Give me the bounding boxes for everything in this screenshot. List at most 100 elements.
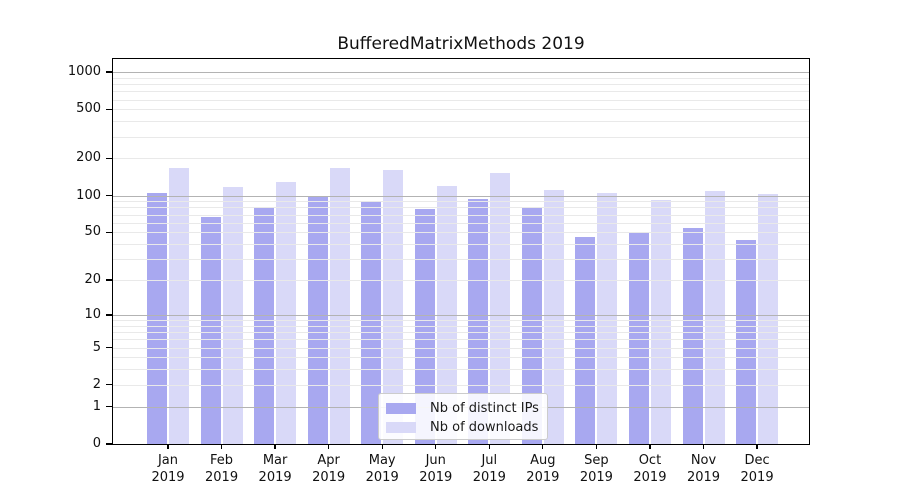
minor-gridline <box>113 201 809 203</box>
minor-gridline <box>113 214 809 216</box>
chart-title: BufferedMatrixMethods 2019 <box>337 34 585 54</box>
legend-label-downloads: Nb of downloads <box>430 419 539 435</box>
x-axis-tick-label: May 2019 <box>365 453 399 485</box>
bar-distinct-ips-may <box>361 201 382 444</box>
bar-distinct-ips-feb <box>200 216 221 444</box>
x-tick-mark <box>702 444 705 449</box>
minor-gridline <box>113 357 809 359</box>
y-tick-mark <box>106 108 113 110</box>
bar-distinct-ips-sep <box>575 236 596 444</box>
y-tick-mark <box>106 279 113 281</box>
y-tick-mark <box>106 314 113 316</box>
legend-swatch-downloads <box>386 422 416 433</box>
bar-distinct-ips-jul <box>468 198 489 444</box>
y-tick-mark <box>106 443 113 445</box>
minor-gridline <box>113 207 809 209</box>
minor-gridline <box>113 158 809 160</box>
minor-gridline <box>113 91 809 93</box>
x-tick-mark <box>274 444 276 449</box>
x-tick-mark <box>220 444 223 449</box>
bar-distinct-ips-dec <box>736 240 757 444</box>
x-axis-tick-label: Feb 2019 <box>205 453 239 485</box>
plot-area <box>113 59 809 444</box>
bar-distinct-ips-oct <box>628 232 649 444</box>
bar-downloads-jan <box>169 168 189 444</box>
minor-gridline <box>113 84 809 85</box>
major-gridline <box>113 72 809 73</box>
x-axis-tick-label: Oct 2019 <box>633 453 667 485</box>
minor-gridline <box>113 109 809 111</box>
x-tick-mark <box>595 444 598 449</box>
y-tick-mark <box>106 346 113 349</box>
minor-gridline <box>113 280 809 282</box>
y-axis-tick-label: 50 <box>84 224 101 240</box>
x-axis-tick-label: Aug 2019 <box>526 453 560 485</box>
minor-gridline <box>113 332 809 333</box>
y-axis-tick-label: 20 <box>84 272 101 288</box>
y-tick-mark <box>106 384 113 386</box>
minor-gridline <box>113 232 809 234</box>
x-tick-mark <box>167 444 169 449</box>
bar-downloads-nov <box>704 191 725 444</box>
minor-gridline <box>113 121 809 123</box>
legend-item-downloads: Nb of downloads <box>386 418 547 437</box>
x-axis-tick-label: Sep 2019 <box>579 453 613 485</box>
x-tick-mark <box>542 444 544 449</box>
minor-gridline <box>113 320 809 321</box>
bar-downloads-oct <box>650 199 671 444</box>
x-axis-tick-label: Jan 2019 <box>151 453 185 485</box>
x-tick-mark <box>328 444 330 449</box>
legend-label-distinct-ips: Nb of distinct IPs <box>430 400 539 416</box>
y-axis-tick-label: 200 <box>76 150 101 166</box>
minor-gridline <box>113 222 809 224</box>
x-tick-mark <box>488 444 490 449</box>
bar-downloads-mar <box>276 181 297 444</box>
y-axis-tick-label: 10 <box>84 306 101 322</box>
minor-gridline <box>113 339 809 341</box>
x-tick-mark <box>381 444 383 449</box>
minor-gridline <box>113 136 809 138</box>
y-tick-mark <box>106 71 113 73</box>
y-axis-tick-label: 0 <box>92 436 101 451</box>
major-gridline <box>113 195 809 197</box>
x-axis-tick-label: Apr 2019 <box>312 453 346 485</box>
y-tick-mark <box>106 231 113 233</box>
y-tick-mark <box>106 194 113 197</box>
major-gridline <box>113 314 809 316</box>
bar-distinct-ips-nov <box>682 228 703 444</box>
bar-downloads-sep <box>597 193 618 444</box>
minor-gridline <box>113 77 809 79</box>
x-axis-tick-label: Jul 2019 <box>472 453 506 485</box>
y-axis-tick-label: 500 <box>76 101 101 117</box>
x-axis-tick-label: Dec 2019 <box>740 453 774 485</box>
legend-swatch-distinct-ips <box>386 403 416 414</box>
y-axis-tick-label: 5 <box>92 339 101 355</box>
minor-gridline <box>113 325 809 327</box>
bar-downloads-aug <box>543 189 564 444</box>
bar-distinct-ips-jan <box>147 192 167 444</box>
y-axis-tick-label: 1000 <box>67 64 101 79</box>
x-axis-tick-label: Nov 2019 <box>686 453 721 485</box>
bar-downloads-jul <box>490 173 511 444</box>
minor-gridline <box>113 259 809 261</box>
minor-gridline <box>113 384 809 386</box>
x-axis-tick-label: Mar 2019 <box>258 453 292 485</box>
x-axis-tick-label: Jun 2019 <box>419 453 453 485</box>
bar-downloads-dec <box>758 194 779 444</box>
x-tick-mark <box>756 444 758 449</box>
bar-downloads-apr <box>329 168 350 444</box>
y-tick-mark <box>106 406 113 408</box>
minor-gridline <box>113 99 809 101</box>
minor-gridline <box>113 244 809 245</box>
y-tick-mark <box>106 157 113 160</box>
x-tick-mark <box>435 444 437 449</box>
bar-downloads-may <box>383 170 404 444</box>
x-tick-mark <box>649 444 651 449</box>
y-axis-tick-label: 1 <box>92 398 101 414</box>
legend: Nb of distinct IPs Nb of downloads <box>378 393 548 440</box>
y-axis-tick-label: 2 <box>92 376 101 392</box>
minor-gridline <box>113 347 809 349</box>
legend-item-distinct-ips: Nb of distinct IPs <box>386 399 547 418</box>
minor-gridline <box>113 369 809 371</box>
